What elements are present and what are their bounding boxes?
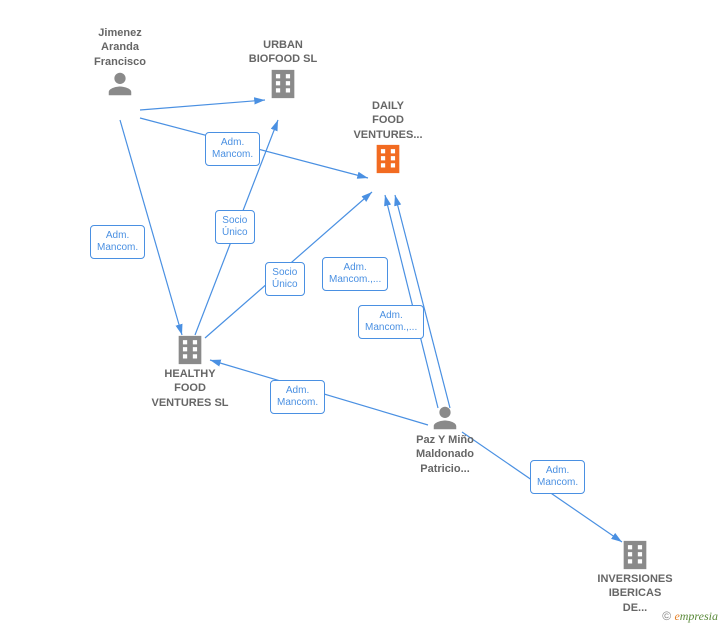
node-inversiones[interactable]: INVERSIONES IBERICAS DE... [585,538,685,615]
edge-label[interactable]: Adm. Mancom.,... [358,305,424,339]
node-healthy[interactable]: HEALTHY FOOD VENTURES SL [140,333,240,410]
edge-label[interactable]: Adm. Mancom. [530,460,585,494]
node-daily[interactable]: DAILY FOOD VENTURES... [338,99,438,176]
node-paz[interactable]: Paz Y Miño Maldonado Patricio... [395,403,495,476]
edge-label[interactable]: Adm. Mancom. [205,132,260,166]
copyright-symbol: © [662,609,671,623]
person-icon [430,403,460,433]
edge-label[interactable]: Adm. Mancom.,... [322,257,388,291]
edge-line [140,100,265,110]
building-icon [371,142,405,176]
edge-label[interactable]: Socio Único [265,262,305,296]
network-canvas: Jimenez Aranda Francisco URBAN BIOFOOD S… [0,0,728,630]
copyright: © empresia [662,609,718,624]
node-urban[interactable]: URBAN BIOFOOD SL [233,38,333,101]
node-label: URBAN BIOFOOD SL [233,38,333,67]
edge-label[interactable]: Adm. Mancom. [90,225,145,259]
edge-line [395,195,450,408]
building-icon [266,67,300,101]
edge-label[interactable]: Adm. Mancom. [270,380,325,414]
node-label: DAILY FOOD VENTURES... [338,99,438,142]
person-icon [105,69,135,99]
edge-line [385,195,438,408]
edge-label[interactable]: Socio Único [215,210,255,244]
node-label: Jimenez Aranda Francisco [70,26,170,69]
brand-rest: mpresia [680,609,718,623]
building-icon [173,333,207,367]
node-jimenez[interactable]: Jimenez Aranda Francisco [70,26,170,99]
node-label: Paz Y Miño Maldonado Patricio... [395,433,495,476]
node-label: HEALTHY FOOD VENTURES SL [140,367,240,410]
building-icon [618,538,652,572]
